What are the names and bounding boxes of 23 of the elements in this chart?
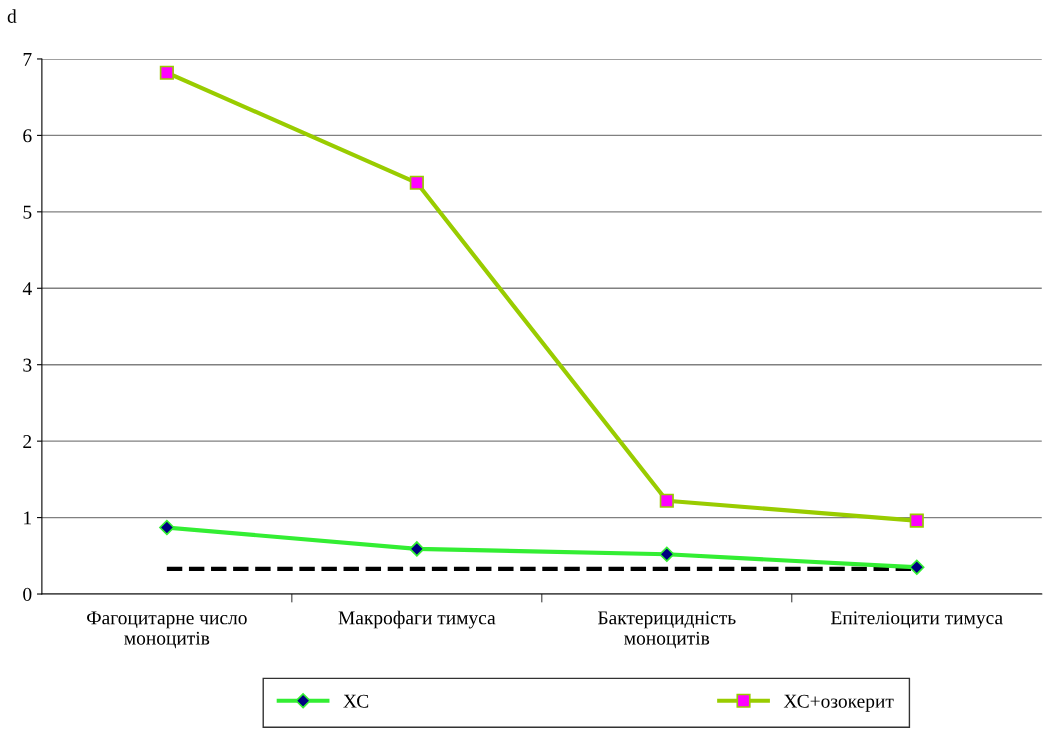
point [659, 493, 674, 508]
y-axis-title: d [7, 9, 17, 23]
legend-label: ХС [343, 694, 369, 708]
x-tick-label: Епітеліоцити тимуса [831, 611, 1003, 629]
x-tick-label: Бактерицидність моноцитів [598, 611, 736, 649]
point [159, 519, 175, 536]
point [909, 559, 925, 575]
y-tick-label: 3 [23, 358, 32, 372]
point [909, 513, 924, 528]
point [159, 65, 174, 80]
y-tick-label: 6 [23, 129, 32, 143]
y-tick-label: 5 [23, 205, 32, 219]
y-tick-label: 4 [22, 282, 32, 296]
point [659, 546, 675, 562]
y-tick-label: 2 [23, 435, 32, 448]
x-tick-label: Фагоцитарне число моноцитів [87, 611, 247, 649]
y-tick-label: 0 [23, 587, 32, 601]
legend-label: ХС+озокерит [783, 694, 894, 712]
point [409, 175, 424, 190]
y-tick-label: 7 [23, 52, 32, 66]
point [409, 541, 425, 557]
x-tick-label: Макрофаги тимуса [338, 610, 496, 629]
y-tick-label: 1 [24, 511, 31, 525]
